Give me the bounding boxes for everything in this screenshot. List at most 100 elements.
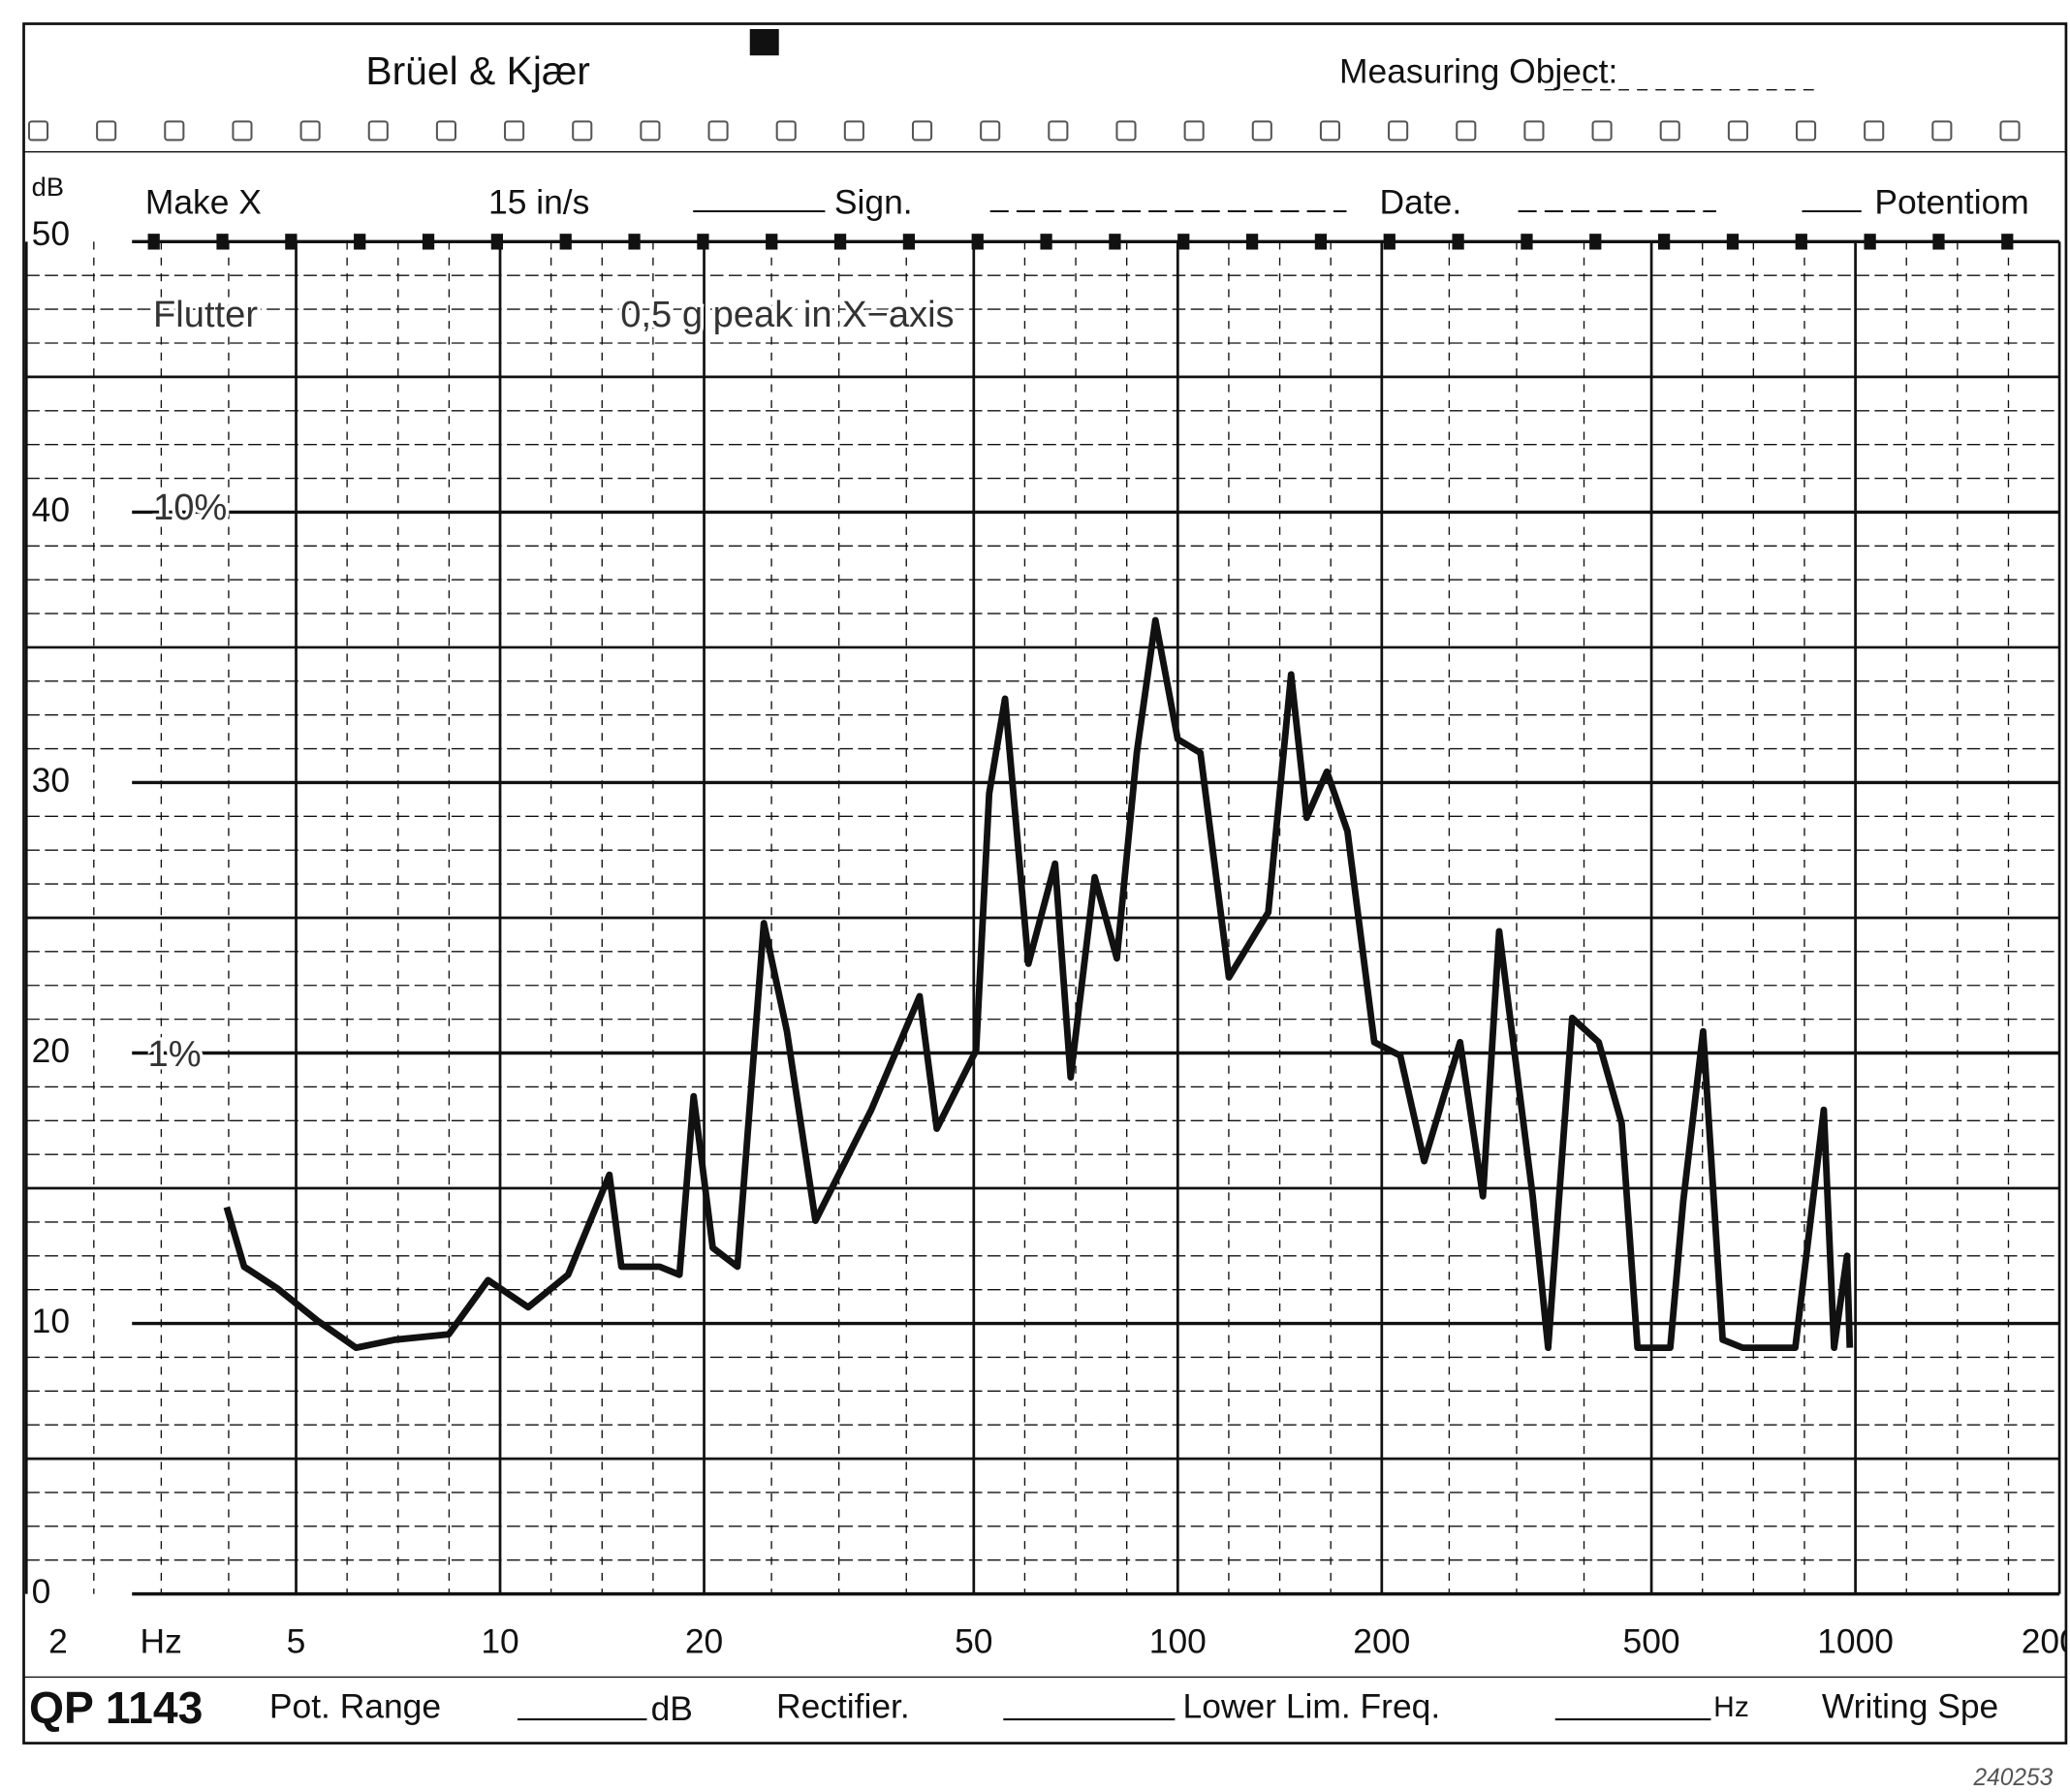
form-label: Date. xyxy=(1380,183,1462,222)
form-label: dB xyxy=(651,1689,693,1728)
form-label: Rectifier. xyxy=(776,1687,910,1726)
edge-mark xyxy=(1452,234,1464,250)
sprocket-hole xyxy=(1388,120,1409,141)
edge-mark xyxy=(354,234,366,250)
form-label: 15 in/s xyxy=(488,183,589,222)
form-label: Pot. Range xyxy=(269,1687,441,1726)
y-tick-label: 10 xyxy=(32,1302,70,1340)
edge-mark xyxy=(216,234,229,250)
sprocket-hole xyxy=(232,120,253,141)
sprocket-hole xyxy=(1319,120,1341,141)
sprocket-hole xyxy=(707,120,729,141)
sprocket-hole xyxy=(299,120,321,141)
sprocket-hole xyxy=(1659,120,1680,141)
x-tick-label: 10 xyxy=(481,1622,518,1661)
chart-code: 240253 xyxy=(1972,1765,2053,1791)
sprocket-hole xyxy=(1591,120,1613,141)
sprocket-hole xyxy=(911,120,933,141)
sprocket-hole xyxy=(1999,120,2021,141)
form-label: Potentiom xyxy=(1874,183,2028,222)
sprocket-hole xyxy=(1795,120,1817,141)
edge-mark xyxy=(1864,234,1876,250)
form-label: Sign. xyxy=(834,183,913,222)
form-label: QP 1143 xyxy=(29,1682,203,1733)
annotation: 0,5 g peak in X−axis xyxy=(620,294,954,335)
sprocket-hole xyxy=(1115,120,1137,141)
form-label: Make X xyxy=(145,183,262,222)
edge-mark xyxy=(422,234,435,250)
edge-mark xyxy=(2001,234,2014,250)
x-tick-label: 1000 xyxy=(1817,1622,1894,1661)
sprocket-hole xyxy=(435,120,456,141)
annotation: 1% xyxy=(148,1033,202,1075)
edge-mark xyxy=(1383,234,1396,250)
sprocket-hole xyxy=(640,120,661,141)
edge-mark xyxy=(902,234,916,250)
sprocket-hole xyxy=(1523,120,1545,141)
sprocket-hole xyxy=(1864,120,1885,141)
x-tick-label: 200 xyxy=(1353,1622,1410,1661)
edge-mark xyxy=(1521,234,1533,250)
y-tick-label: 50 xyxy=(32,214,70,253)
x-tick-label: 5 xyxy=(287,1622,306,1661)
sprocket-hole xyxy=(1931,120,1953,141)
y-axis-label: dB xyxy=(32,172,64,202)
x-tick-label: 50 xyxy=(955,1622,992,1661)
marker xyxy=(749,28,779,56)
edge-mark xyxy=(490,234,504,250)
x-tick-label: 2000 xyxy=(2022,1622,2070,1661)
sprocket-hole xyxy=(164,120,185,141)
x-tick-label: 20 xyxy=(685,1622,723,1661)
chart-title: Brüel & Kjær xyxy=(365,48,590,93)
edge-mark xyxy=(285,234,298,250)
edge-mark xyxy=(697,234,709,250)
edge-mark xyxy=(628,234,641,250)
sprocket-hole xyxy=(775,120,797,141)
plot: 0 10 20 30 40 50 2 5 10 20 50 100 200 500 1000 2000 Hz dB… xyxy=(24,48,2070,1733)
x-tick-label: 100 xyxy=(1149,1622,1207,1661)
edge-mark xyxy=(1657,234,1671,250)
edge-mark xyxy=(559,234,572,250)
annotation: 10% xyxy=(153,487,227,528)
x-tick-label: 500 xyxy=(1623,1622,1680,1661)
edge-mark xyxy=(1726,234,1740,250)
edge-mark xyxy=(147,234,160,250)
y-tick-label: 40 xyxy=(32,490,70,529)
form-blanks xyxy=(518,209,1862,1721)
sprocket-hole xyxy=(504,120,525,141)
y-tick-label: 0 xyxy=(32,1572,51,1611)
sprocket-hole xyxy=(1727,120,1748,141)
edge-mark xyxy=(833,234,847,250)
edge-mark xyxy=(1589,234,1602,250)
sprocket-hole xyxy=(572,120,593,141)
x-tick-label: 2 xyxy=(48,1622,68,1661)
y-tick-label: 30 xyxy=(32,761,70,800)
sprocket-hole xyxy=(1183,120,1205,141)
edge-mark xyxy=(1177,234,1190,250)
annotation: Flutter xyxy=(153,294,258,335)
sprocket-hole xyxy=(1456,120,1477,141)
sprocket-hole xyxy=(1251,120,1272,141)
edge-mark xyxy=(971,234,984,250)
edge-mark xyxy=(1245,234,1259,250)
edge-mark xyxy=(1040,234,1052,250)
sprocket-hole xyxy=(843,120,864,141)
edge-mark xyxy=(1314,234,1328,250)
edge-mark xyxy=(766,234,778,250)
sprocket-hole xyxy=(1048,120,1069,141)
edge-mark xyxy=(1795,234,1807,250)
form-label: Lower Lim. Freq. xyxy=(1183,1687,1441,1726)
form-label: Measuring Object: xyxy=(1339,52,1617,91)
data-line xyxy=(223,616,1854,1352)
edge-mark xyxy=(1932,234,1945,250)
edge-mark xyxy=(1109,234,1121,250)
y-tick-label: 20 xyxy=(32,1031,70,1070)
sprocket-hole xyxy=(96,120,117,141)
form-label: Hz xyxy=(1713,1691,1749,1723)
sprocket-hole xyxy=(980,120,1001,141)
sprocket-hole xyxy=(27,120,49,141)
form-label: Writing Spe xyxy=(1822,1687,1998,1726)
x-axis-label: Hz xyxy=(141,1622,182,1661)
sprocket-hole xyxy=(367,120,389,141)
